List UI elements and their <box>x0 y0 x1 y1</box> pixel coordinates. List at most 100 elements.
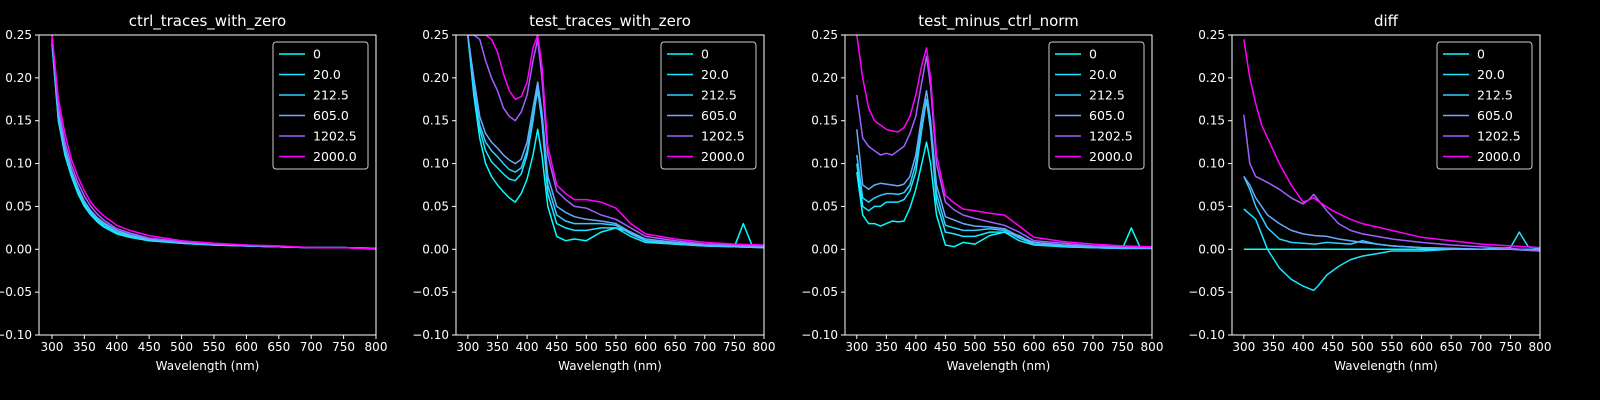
x-tick-label: 800 <box>753 340 776 354</box>
x-tick-label: 450 <box>545 340 568 354</box>
chart-panel-2: 300 350 400 450 500 550 600 650 700 750 800 −0.10 −0… <box>412 12 775 373</box>
legend-entry: 0 <box>313 47 321 62</box>
x-tick-label: 600 <box>1022 340 1045 354</box>
x-tick-label: 800 <box>365 340 388 354</box>
legend-entry: 605.0 <box>701 108 737 123</box>
x-tick-label: 450 <box>1321 340 1344 354</box>
legend-entry: 20.0 <box>1477 67 1505 82</box>
x-axis-label: Wavelength (nm) <box>1334 359 1438 373</box>
y-tick-label: 0.00 <box>422 242 449 256</box>
x-tick-label: 450 <box>138 340 161 354</box>
x-tick-label: 350 <box>73 340 96 354</box>
legend: 0 20.0 212.5 605.0 1202.5 2000.0 <box>1436 41 1533 170</box>
y-tick-label: 0.00 <box>811 242 838 256</box>
x-tick-label: 650 <box>1052 340 1075 354</box>
legend-entry: 605.0 <box>1477 108 1513 123</box>
x-axis-label: Wavelength (nm) <box>156 359 260 373</box>
y-tick-label: 0.25 <box>811 28 838 42</box>
x-tick-label: 400 <box>1292 340 1315 354</box>
y-tick-label: 0.25 <box>5 28 32 42</box>
series-group <box>1243 39 1540 292</box>
x-tick-label: 700 <box>1469 340 1492 354</box>
x-tick-label: 300 <box>456 340 479 354</box>
legend-entry: 212.5 <box>701 88 737 103</box>
y-tick-label: 0.15 <box>422 114 449 128</box>
x-tick-label: 650 <box>664 340 687 354</box>
y-tick-label: 0.05 <box>5 199 32 213</box>
series-line-1202.5 <box>51 35 376 250</box>
legend-entry: 605.0 <box>1089 108 1125 123</box>
y-tick-label: −0.05 <box>801 285 838 299</box>
series-group <box>51 35 376 251</box>
axes-frame <box>1231 34 1541 336</box>
x-tick-label: 600 <box>634 340 657 354</box>
series-line-605.0 <box>856 89 1152 250</box>
chart-title: ctrl_traces_with_zero <box>129 12 286 31</box>
x-axis-label: Wavelength (nm) <box>947 359 1051 373</box>
x-tick-label: 700 <box>1082 340 1105 354</box>
y-tick-label: −0.05 <box>0 285 32 299</box>
y-tick-label: 0.20 <box>5 71 32 85</box>
x-tick-label: 750 <box>723 340 746 354</box>
x-tick-label: 500 <box>963 340 986 354</box>
series-line-2000.0 <box>1243 39 1540 249</box>
x-tick-label: 300 <box>845 340 868 354</box>
legend-entry: 212.5 <box>1089 88 1125 103</box>
series-line-605.0 <box>467 35 764 248</box>
y-tick-label: 0.15 <box>5 114 32 128</box>
series-line-212.5 <box>467 35 764 249</box>
series-line-1202.5 <box>467 35 764 247</box>
y-tick-label: −0.10 <box>0 328 32 342</box>
x-tick-label: 750 <box>1499 340 1522 354</box>
x-tick-label: 800 <box>1141 340 1164 354</box>
x-tick-label: 450 <box>934 340 957 354</box>
series-line-2000.0 <box>467 35 764 246</box>
y-tick-label: 0.05 <box>1198 199 1225 213</box>
legend-entry: 20.0 <box>701 67 729 82</box>
y-tick-label: 0.20 <box>422 71 449 85</box>
series-group <box>856 35 1152 250</box>
chart-panel-3: 300 350 400 450 500 550 600 650 700 750 800 −0.10 −0… <box>801 12 1163 373</box>
legend-entry: 2000.0 <box>1477 149 1521 164</box>
legend-entry: 0 <box>1477 47 1485 62</box>
legend-entry: 0 <box>701 47 709 62</box>
legend-entry: 212.5 <box>1477 88 1513 103</box>
legend-entry: 20.0 <box>1089 67 1117 82</box>
x-tick-label: 500 <box>1351 340 1374 354</box>
legend: 0 20.0 212.5 605.0 1202.5 2000.0 <box>272 41 369 170</box>
y-tick-label: −0.05 <box>412 285 449 299</box>
y-tick-label: 0.05 <box>422 199 449 213</box>
series-line-2000.0 <box>51 35 376 251</box>
series-group <box>467 35 764 249</box>
legend-entry: 1202.5 <box>1089 129 1133 144</box>
legend-entry: 212.5 <box>313 88 349 103</box>
y-tick-label: 0.10 <box>5 157 32 171</box>
x-tick-label: 650 <box>267 340 290 354</box>
chart-title: test_minus_ctrl_norm <box>918 12 1079 31</box>
legend-entry: 605.0 <box>313 108 349 123</box>
axes-frame <box>455 34 765 336</box>
x-axis-label: Wavelength (nm) <box>558 359 662 373</box>
chart-title: diff <box>1374 12 1399 30</box>
x-tick-label: 350 <box>1262 340 1285 354</box>
axes-frame <box>844 34 1153 336</box>
chart-panel-4: 300 350 400 450 500 550 600 650 700 750 800 −0.10 −0… <box>1188 12 1551 373</box>
x-tick-label: 300 <box>41 340 64 354</box>
legend: 0 20.0 212.5 605.0 1202.5 2000.0 <box>660 41 757 170</box>
series-line-2000.0 <box>856 35 1152 248</box>
y-tick-label: 0.05 <box>811 199 838 213</box>
legend-entry: 2000.0 <box>313 149 357 164</box>
x-tick-label: 550 <box>203 340 226 354</box>
series-line-1202.5 <box>1243 114 1540 252</box>
y-tick-label: −0.10 <box>412 328 449 342</box>
series-line-605.0 <box>1243 175 1540 252</box>
y-tick-label: −0.10 <box>1188 328 1225 342</box>
y-tick-label: 0.25 <box>422 28 449 42</box>
y-tick-label: 0.15 <box>1198 114 1225 128</box>
y-tick-label: 0.20 <box>1198 71 1225 85</box>
axes-frame <box>38 34 377 336</box>
x-tick-label: 550 <box>1380 340 1403 354</box>
x-tick-label: 400 <box>516 340 539 354</box>
legend-entry: 0 <box>1089 47 1097 62</box>
x-tick-label: 650 <box>1440 340 1463 354</box>
